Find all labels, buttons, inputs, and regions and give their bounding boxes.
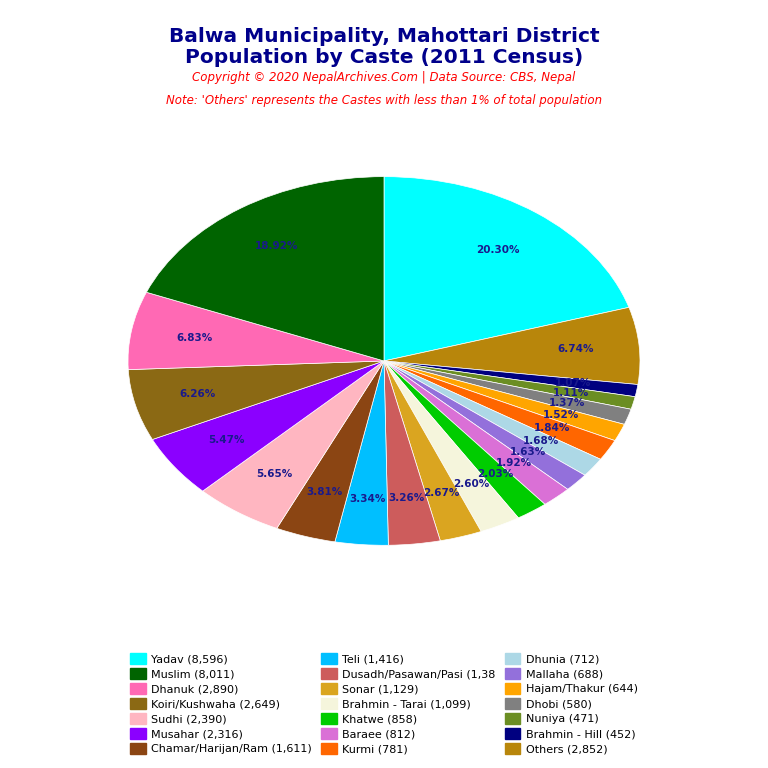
Text: 3.81%: 3.81% bbox=[306, 488, 343, 498]
Wedge shape bbox=[384, 361, 615, 459]
Text: 2.67%: 2.67% bbox=[424, 488, 460, 498]
Wedge shape bbox=[128, 293, 384, 369]
Text: Note: 'Others' represents the Castes with less than 1% of total population: Note: 'Others' represents the Castes wit… bbox=[166, 94, 602, 107]
Wedge shape bbox=[384, 361, 482, 541]
Text: 1.84%: 1.84% bbox=[534, 423, 571, 433]
Text: 1.11%: 1.11% bbox=[553, 388, 589, 398]
Wedge shape bbox=[203, 361, 384, 528]
Wedge shape bbox=[384, 361, 585, 489]
Text: 20.30%: 20.30% bbox=[477, 245, 520, 255]
Wedge shape bbox=[384, 361, 545, 518]
Text: Balwa Municipality, Mahottari District: Balwa Municipality, Mahottari District bbox=[169, 27, 599, 46]
Text: 18.92%: 18.92% bbox=[255, 241, 298, 251]
Wedge shape bbox=[384, 361, 440, 545]
Text: 6.74%: 6.74% bbox=[557, 344, 594, 355]
Wedge shape bbox=[384, 307, 640, 385]
Wedge shape bbox=[335, 361, 389, 545]
Text: 1.63%: 1.63% bbox=[510, 447, 547, 457]
Wedge shape bbox=[384, 361, 635, 409]
Wedge shape bbox=[384, 361, 631, 425]
Text: 1.07%: 1.07% bbox=[555, 378, 591, 388]
Wedge shape bbox=[384, 361, 568, 505]
Wedge shape bbox=[384, 177, 629, 361]
Wedge shape bbox=[152, 361, 384, 491]
Legend: Yadav (8,596), Muslim (8,011), Dhanuk (2,890), Koiri/Kushwaha (2,649), Sudhi (2,: Yadav (8,596), Muslim (8,011), Dhanuk (2… bbox=[126, 649, 642, 759]
Text: Copyright © 2020 NepalArchives.Com | Data Source: CBS, Nepal: Copyright © 2020 NepalArchives.Com | Dat… bbox=[192, 71, 576, 84]
Text: 5.47%: 5.47% bbox=[209, 435, 245, 445]
Text: Population by Caste (2011 Census): Population by Caste (2011 Census) bbox=[185, 48, 583, 68]
Text: 1.68%: 1.68% bbox=[523, 435, 559, 445]
Wedge shape bbox=[276, 361, 384, 542]
Text: 1.92%: 1.92% bbox=[495, 458, 531, 468]
Text: 3.34%: 3.34% bbox=[349, 494, 386, 504]
Text: 2.60%: 2.60% bbox=[453, 479, 489, 489]
Wedge shape bbox=[384, 361, 518, 531]
Text: 1.37%: 1.37% bbox=[549, 398, 585, 408]
Wedge shape bbox=[384, 361, 624, 441]
Wedge shape bbox=[147, 177, 384, 361]
Text: 6.26%: 6.26% bbox=[180, 389, 216, 399]
Text: 6.83%: 6.83% bbox=[177, 333, 213, 343]
Wedge shape bbox=[384, 361, 601, 475]
Wedge shape bbox=[384, 361, 638, 397]
Text: 3.26%: 3.26% bbox=[389, 493, 425, 503]
Text: 1.52%: 1.52% bbox=[543, 409, 579, 419]
Wedge shape bbox=[128, 361, 384, 439]
Text: 2.03%: 2.03% bbox=[477, 468, 513, 478]
Text: 5.65%: 5.65% bbox=[256, 469, 292, 479]
